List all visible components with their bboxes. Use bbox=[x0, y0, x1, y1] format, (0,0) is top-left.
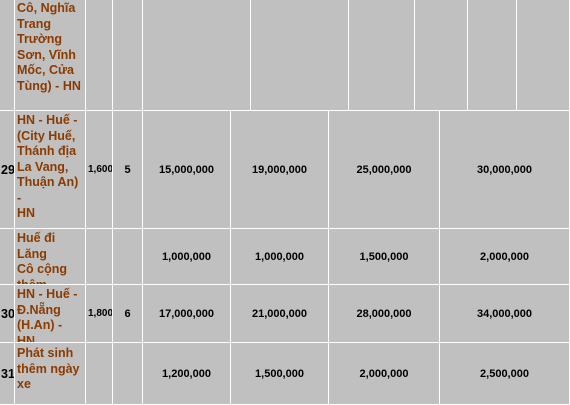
stt-cell: 31 bbox=[0, 343, 15, 405]
table-row: Huế đi Lăng Cô cộng thêm 1,000,000 1,000… bbox=[0, 229, 570, 285]
days-cell bbox=[113, 229, 143, 285]
price-cell-2: 19,000,000 bbox=[231, 111, 329, 229]
stt-cell: 29 bbox=[0, 111, 15, 229]
price-cell-2: 1,500,000 bbox=[231, 343, 329, 405]
price-cell-4a bbox=[468, 0, 517, 111]
days-cell: 5 bbox=[113, 111, 143, 229]
days-cell: 6 bbox=[113, 285, 143, 343]
price-cell-3: 25,000,000 bbox=[329, 111, 440, 229]
km-cell bbox=[86, 0, 113, 111]
price-cell-3a bbox=[349, 0, 415, 111]
price-cell-2: 1,000,000 bbox=[231, 229, 329, 285]
price-cell-3b bbox=[415, 0, 468, 111]
days-cell bbox=[113, 0, 143, 111]
route-cell: HN - Huế - Đ.Nẵng (H.An) - HN bbox=[15, 285, 86, 343]
price-cell-4: 2,000,000 bbox=[440, 229, 570, 285]
table-row: 31 Phát sinh thêm ngày xe 1,200,000 1,50… bbox=[0, 343, 570, 405]
price-cell-2: 21,000,000 bbox=[231, 285, 329, 343]
price-cell-4: 34,000,000 bbox=[440, 285, 570, 343]
km-cell bbox=[86, 229, 113, 285]
price-cell-2 bbox=[251, 0, 349, 111]
stt-cell: 30 bbox=[0, 285, 15, 343]
price-cell-4b bbox=[517, 0, 570, 111]
km-cell bbox=[86, 343, 113, 405]
price-cell-1 bbox=[143, 0, 251, 111]
price-cell-1: 1,000,000 bbox=[143, 229, 231, 285]
km-cell: 1,600 bbox=[86, 111, 113, 229]
price-cell-4: 30,000,000 bbox=[440, 111, 570, 229]
route-cell: Phát sinh thêm ngày xe bbox=[15, 343, 86, 405]
table-row: 29 HN - Huế - (City Huế, Thánh địa La Va… bbox=[0, 111, 570, 229]
stt-cell bbox=[0, 0, 15, 111]
route-cell: Huế đi Lăng Cô cộng thêm bbox=[15, 229, 86, 285]
route-cell: Cô, Nghĩa Trang Trường Sơn, Vĩnh Mốc, Cử… bbox=[15, 0, 86, 111]
price-cell-4: 2,500,000 bbox=[440, 343, 570, 405]
table-row: Cô, Nghĩa Trang Trường Sơn, Vĩnh Mốc, Cử… bbox=[0, 0, 570, 111]
stt-cell bbox=[0, 229, 15, 285]
price-cell-3: 28,000,000 bbox=[329, 285, 440, 343]
price-cell-3: 2,000,000 bbox=[329, 343, 440, 405]
km-cell: 1,800 bbox=[86, 285, 113, 343]
days-cell bbox=[113, 343, 143, 405]
price-cell-3: 1,500,000 bbox=[329, 229, 440, 285]
price-cell-1: 17,000,000 bbox=[143, 285, 231, 343]
table-row: 30 HN - Huế - Đ.Nẵng (H.An) - HN 1,800 6… bbox=[0, 285, 570, 343]
price-cell-1: 1,200,000 bbox=[143, 343, 231, 405]
route-cell: HN - Huế - (City Huế, Thánh địa La Vang,… bbox=[15, 111, 86, 229]
price-cell-1: 15,000,000 bbox=[143, 111, 231, 229]
